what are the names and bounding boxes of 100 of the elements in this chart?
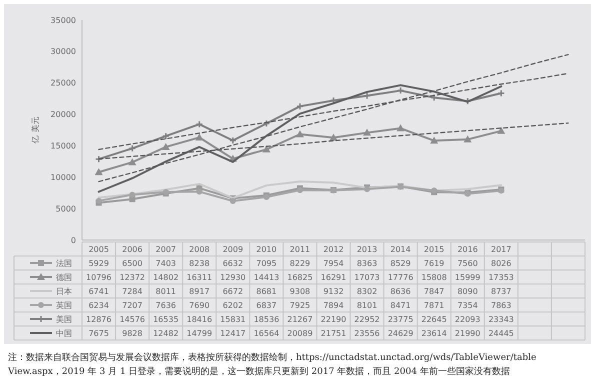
point: [430, 136, 438, 144]
point: [296, 102, 304, 110]
data-label: 18416: [186, 314, 212, 324]
point: [262, 145, 270, 152]
x-tick-label: 2016: [457, 244, 478, 254]
data-label: 6837: [256, 300, 277, 310]
data-label: 5929: [88, 258, 109, 268]
data-label: 17073: [354, 272, 380, 282]
legend-label: 日本: [56, 286, 72, 296]
point: [129, 192, 136, 198]
data-label: 9132: [323, 286, 344, 296]
y-tick-label: 30000: [50, 47, 76, 56]
data-label: 12876: [86, 314, 112, 324]
data-label: 7894: [323, 300, 344, 310]
point: [196, 120, 204, 128]
point: [196, 188, 202, 195]
data-label: 12417: [220, 328, 246, 338]
data-label: 16564: [254, 328, 280, 338]
data-label: 7925: [290, 300, 310, 310]
data-label: 7403: [156, 258, 176, 268]
point: [128, 144, 136, 152]
data-label: 10796: [86, 272, 112, 282]
point: [229, 136, 237, 144]
data-label: 18536: [254, 314, 280, 324]
data-label: 7690: [189, 300, 210, 310]
y-tick-label: 10000: [50, 172, 76, 182]
data-label: 7207: [122, 300, 142, 310]
x-tick-label: 2010: [256, 244, 277, 254]
data-label: 16825: [287, 272, 313, 282]
text: 注：数据来自联合国贸易与发展会议数据库，表格按所获得的数据绘制，https://unctadstat.unctad.org/wds/TableViewer/tableView.aspx，2019 年 3 月 1 日登录，需要说明的是，这一数据库只更新到 2017 年数据，而且 2004 年前一些国家没有数据: [7, 352, 536, 377]
data-label: 24629: [388, 328, 414, 338]
y-tick-label: 5000: [56, 204, 76, 214]
point: [162, 132, 170, 140]
data-label: 22093: [454, 314, 480, 324]
data-label: 14413: [254, 272, 280, 282]
data-label: 6632: [222, 258, 244, 268]
y-axis-title: 亿 美元: [31, 116, 40, 144]
data-label: 7954: [323, 258, 344, 268]
data-label: 8101: [356, 300, 378, 310]
point: [464, 135, 472, 142]
point: [430, 94, 438, 102]
data-label: 14576: [120, 314, 146, 324]
data-label: 21751: [320, 328, 346, 338]
data-label: 8011: [156, 286, 176, 296]
data-label: 16291: [320, 272, 346, 282]
x-tick-label: 2014: [390, 244, 411, 254]
x-tick-label: 2017: [490, 244, 512, 254]
data-label: 6672: [222, 286, 244, 296]
legend-label: 美国: [56, 314, 72, 324]
data-label: 17353: [488, 272, 514, 282]
x-tick-label: 2009: [222, 244, 244, 254]
data-label: 15831: [220, 314, 246, 324]
x-tick-label: 2006: [122, 244, 142, 254]
data-label: 9308: [290, 286, 310, 296]
data-label: 7354: [457, 300, 478, 310]
legend-label: 德国: [56, 272, 72, 282]
data-label: 8636: [390, 286, 411, 296]
legend-label: 英国: [56, 300, 72, 310]
data-label: 15808: [421, 272, 447, 282]
x-tick-label: 2013: [356, 244, 378, 254]
x-tick-label: 2011: [290, 244, 310, 254]
data-label: 7675: [88, 328, 109, 338]
data-label: 15999: [454, 272, 480, 282]
data-label: 14802: [153, 272, 179, 282]
data-label: 8363: [356, 258, 378, 268]
data-label: 21267: [287, 314, 313, 324]
data-label: 17776: [388, 272, 414, 282]
x-tick-label: 2005: [88, 244, 109, 254]
data-label: 20089: [287, 328, 313, 338]
data-label: 7619: [424, 258, 444, 268]
data-label: 7636: [156, 300, 176, 310]
data-label: 7095: [256, 258, 277, 268]
data-label: 6234: [88, 300, 109, 310]
data-label: 7871: [424, 300, 444, 310]
legend-label: 中国: [56, 328, 72, 338]
point: [128, 158, 136, 166]
data-label: 23775: [388, 314, 414, 324]
y-tick-label: 35000: [50, 16, 76, 25]
data-label: 23614: [421, 328, 447, 338]
point: [94, 168, 103, 176]
point: [363, 128, 372, 136]
x-tick-label: 2007: [156, 244, 176, 254]
data-label: 8681: [256, 286, 277, 296]
point: [497, 126, 506, 134]
y-tick-label: 20000: [50, 110, 76, 120]
data-label: 7863: [490, 300, 512, 310]
data-label: 8090: [457, 286, 478, 296]
data-label: 22645: [421, 314, 447, 324]
point: [396, 86, 404, 94]
data-label: 7284: [122, 286, 142, 296]
data-label: 9828: [122, 328, 142, 338]
data-label: 23556: [354, 328, 380, 338]
data-label: 8238: [189, 258, 210, 268]
data-label: 8737: [490, 286, 512, 296]
data-label: 12930: [220, 272, 246, 282]
data-label: 7560: [457, 258, 478, 268]
data-label: 6500: [122, 258, 142, 268]
data-label: 16535: [153, 314, 179, 324]
data-label: 6741: [88, 286, 109, 296]
data-label: 8026: [490, 258, 512, 268]
